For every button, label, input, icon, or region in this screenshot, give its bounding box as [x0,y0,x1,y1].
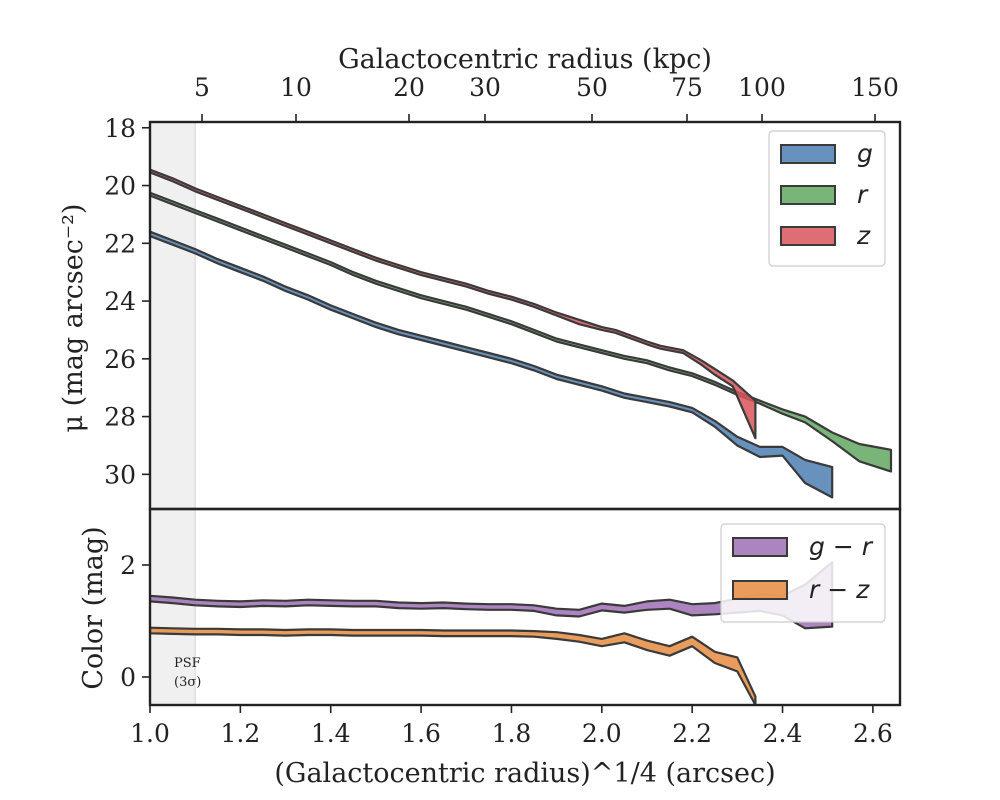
y-tick-label: 22 [104,229,136,258]
x-tick-label: 2.2 [672,719,712,748]
y-tick-label: 30 [104,460,136,489]
y-axis-label-surface-brightness: μ (mag arcsec⁻²) [58,204,89,433]
y-tick-label: 2 [120,551,136,580]
top-tick-label: 5 [194,73,210,102]
y-tick-label: 18 [104,114,136,143]
legend-label: g [857,139,873,168]
series-group-top [150,168,893,499]
legend-swatch [780,144,836,164]
x-tick-label: 1.4 [311,719,351,748]
frame-bottom-panel [148,507,902,707]
psf-label-line2: (3σ) [174,675,201,690]
legend-swatch [732,537,788,557]
x-tick-label: 1.6 [401,719,441,748]
band-g-minus-r [150,561,834,630]
series-group-bottom [150,561,834,705]
band-z [150,168,757,440]
psf-region-bottom [150,509,196,705]
band-g [150,230,834,499]
legend-colors: g − r r − z [720,523,886,623]
top-tick-label: 30 [469,73,501,102]
legend-swatch [780,226,836,246]
legend-swatch [780,185,836,205]
y-tick-label: 28 [104,403,136,432]
band-r [150,191,893,473]
legend-label: z [856,221,871,250]
x-tick-label: 1.8 [492,719,532,748]
x-tick-label: 1.0 [130,719,170,748]
x-axis-label: (Galactocentric radius)^1/4 (arcsec) [274,758,775,789]
y-axis-label-color: Color (mag) [78,526,109,689]
top-tick-label: 75 [671,73,703,102]
y-tick-label: 20 [104,172,136,201]
top-tick-label: 20 [393,73,425,102]
legend-bands: grz [768,130,886,267]
x-tick-label: 2.0 [582,719,622,748]
top-tick-label: 150 [851,73,899,102]
legend-label: r − z [809,575,870,604]
psf-label-line1: PSF [174,656,201,671]
top-axis-label: Galactocentric radius (kpc) [338,44,712,75]
top-tick-label: 10 [280,73,312,102]
y-tick-label: 24 [104,287,136,316]
y-tick-label: 26 [104,345,136,374]
top-tick-label: 100 [738,73,786,102]
legend-label: g − r [809,532,874,561]
top-tick-label: 50 [576,73,608,102]
x-tick-label: 2.6 [853,719,893,748]
legend-swatch [732,580,788,600]
legend-label: r [857,180,869,209]
x-tick-label: 2.4 [763,719,803,748]
y-tick-label: 0 [120,663,136,692]
x-tick-label: 1.2 [220,719,260,748]
band-r-minus-z [150,626,757,705]
